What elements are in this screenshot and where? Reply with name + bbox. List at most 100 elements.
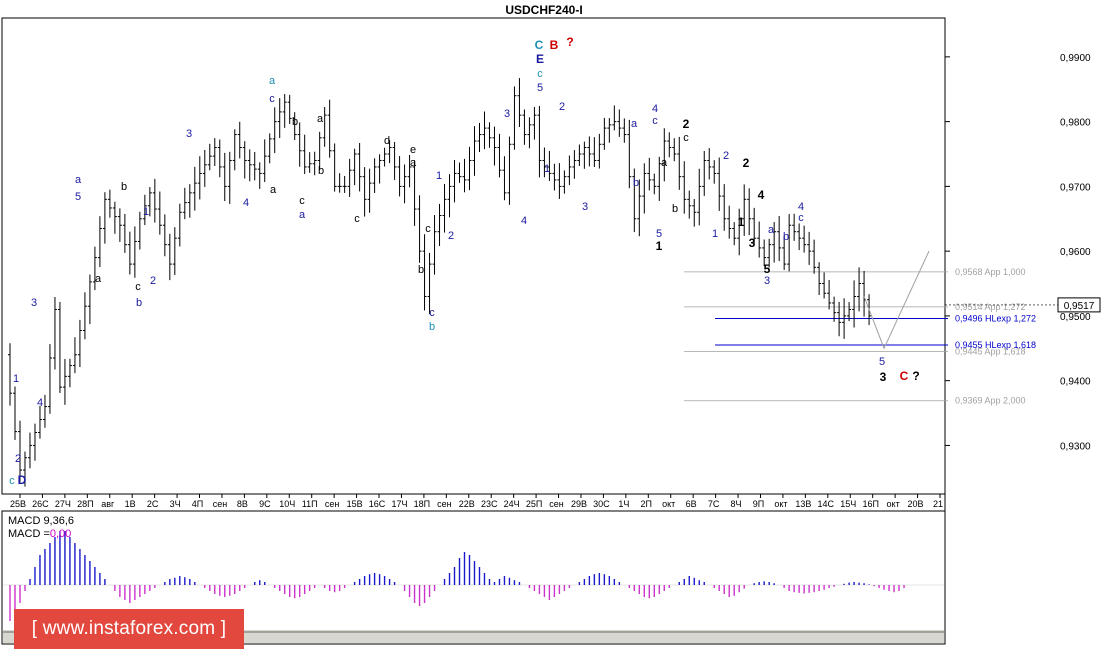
wave-label: 2 bbox=[683, 117, 690, 131]
wave-label: 4 bbox=[243, 197, 249, 209]
time-tick-label: 25В bbox=[10, 499, 26, 509]
time-tick-label: 6В bbox=[686, 499, 697, 509]
wave-label: B bbox=[550, 38, 559, 52]
wave-label: 3 bbox=[764, 275, 770, 287]
wave-label: d bbox=[384, 135, 390, 147]
current-price-marker: 0,9517 bbox=[945, 297, 1101, 313]
wave-label: 1 bbox=[738, 215, 745, 229]
wave-label: 1 bbox=[544, 163, 550, 175]
wave-label: c bbox=[9, 475, 15, 487]
time-tick-label: 14С bbox=[818, 499, 835, 509]
time-tick-label: 8В bbox=[237, 499, 248, 509]
time-tick-label: 16С bbox=[369, 499, 386, 509]
wave-label: ? bbox=[566, 35, 573, 49]
price-bars bbox=[8, 78, 872, 487]
time-tick-label: 17Ч bbox=[391, 499, 407, 509]
price-tick-label: 0,9300 bbox=[1060, 441, 1091, 452]
price-panel bbox=[1, 17, 946, 495]
wave-label: c bbox=[537, 68, 543, 80]
wave-label: c bbox=[798, 212, 804, 224]
wave-label: c bbox=[683, 132, 689, 144]
current-price-label: 0,9517 bbox=[1064, 301, 1095, 312]
time-tick-label: 4П bbox=[192, 499, 203, 509]
wave-label: c bbox=[425, 223, 431, 235]
time-tick-label: 2С bbox=[147, 499, 159, 509]
wave-label: 2 bbox=[743, 156, 750, 170]
wave-label: a bbox=[95, 273, 102, 285]
time-tick-label: 28П bbox=[77, 499, 93, 509]
wave-label: 4 bbox=[652, 103, 658, 115]
wave-label: 4 bbox=[37, 397, 43, 409]
wave-label: a bbox=[317, 113, 324, 125]
time-tick-label: окт bbox=[662, 499, 675, 509]
price-tick-label: 0,9500 bbox=[1060, 312, 1091, 323]
wave-label: 2 bbox=[15, 453, 21, 465]
wave-label: 3 bbox=[31, 297, 37, 309]
wave-label: 4 bbox=[521, 215, 527, 227]
wave-label: a bbox=[75, 174, 82, 186]
wave-label: b bbox=[121, 181, 127, 193]
wave-label: C bbox=[900, 369, 909, 383]
time-tick-label: 24Ч bbox=[504, 499, 520, 509]
level-label: 0,9568 App 1,000 bbox=[955, 267, 1026, 277]
wave-label: a bbox=[631, 118, 638, 130]
time-tick-label: окт bbox=[774, 499, 787, 509]
macd-histogram bbox=[3, 531, 944, 621]
level-label: 0,9455 HLexp 1,618 bbox=[955, 340, 1036, 350]
wave-label: 1 bbox=[143, 206, 149, 218]
wave-label: 2 bbox=[559, 101, 565, 113]
time-tick-label: 9П bbox=[753, 499, 764, 509]
time-tick-label: 18П bbox=[414, 499, 430, 509]
time-axis: 25В 26С 27Ч 28П авг 1В 2С 3Ч 4П сен 8В 9С 10Ч 11П сен 1… bbox=[10, 494, 943, 509]
wave-label: 3 bbox=[582, 201, 588, 213]
price-axis: 0,9900 0,9800 0,9700 0,9600 0,9500 0,9400 0,93… bbox=[945, 53, 1091, 452]
wave-label: b bbox=[672, 203, 678, 215]
time-tick-label: 29В bbox=[571, 499, 587, 509]
wave-label: 1 bbox=[712, 228, 718, 240]
wave-label: b bbox=[292, 116, 298, 128]
time-tick-label: 15В bbox=[347, 499, 363, 509]
wave-label: c bbox=[652, 115, 658, 127]
wave-label: 4 bbox=[758, 188, 765, 202]
time-tick-label: 27Ч bbox=[55, 499, 71, 509]
wave-label: D bbox=[18, 473, 27, 487]
projection-path bbox=[863, 250, 930, 350]
time-tick-label: 9С bbox=[259, 499, 271, 509]
level-label: 0,9496 HLexp 1,272 bbox=[955, 313, 1036, 323]
price-tick-label: 0,9400 bbox=[1060, 377, 1091, 388]
time-tick-label: авг bbox=[101, 499, 115, 509]
wave-label: 5 bbox=[75, 191, 81, 203]
wave-label: 5 bbox=[656, 228, 662, 240]
wave-label: e bbox=[410, 144, 416, 156]
time-tick-label: 16П bbox=[862, 499, 878, 509]
time-tick-label: 26С bbox=[32, 499, 49, 509]
time-tick-label: 1В bbox=[125, 499, 136, 509]
macd-label: MACD 9,36,6 bbox=[8, 515, 74, 527]
wave-label: c bbox=[135, 281, 141, 293]
time-tick-label: 23С bbox=[481, 499, 498, 509]
wave-label: 3 bbox=[186, 128, 192, 140]
price-tick-label: 0,9900 bbox=[1060, 53, 1091, 64]
wave-label: a bbox=[661, 157, 668, 169]
time-tick-label: сен bbox=[437, 499, 452, 509]
wave-label: 3 bbox=[749, 236, 756, 250]
instaforex-watermark: [ www.instaforex.com ] bbox=[14, 609, 244, 649]
wave-label: b bbox=[136, 297, 142, 309]
time-tick-label: 7С bbox=[708, 499, 720, 509]
time-tick-label: 10Ч bbox=[279, 499, 295, 509]
wave-label: b bbox=[633, 177, 639, 189]
time-tick-label: 3Ч bbox=[170, 499, 181, 509]
wave-label: ? bbox=[912, 369, 919, 383]
time-tick-label: сен bbox=[325, 499, 340, 509]
wave-label: 5 bbox=[764, 262, 771, 276]
wave-label: a bbox=[269, 75, 276, 87]
time-tick-label: 21 bbox=[933, 499, 943, 509]
level-label: 0,9445 App 1,618 bbox=[955, 347, 1026, 357]
wave-label: 1 bbox=[436, 170, 442, 182]
time-tick-label: сен bbox=[549, 499, 564, 509]
price-tick-label: 0,9600 bbox=[1060, 247, 1091, 258]
time-tick-label: 15Ч bbox=[840, 499, 856, 509]
wave-label: b bbox=[318, 165, 324, 177]
